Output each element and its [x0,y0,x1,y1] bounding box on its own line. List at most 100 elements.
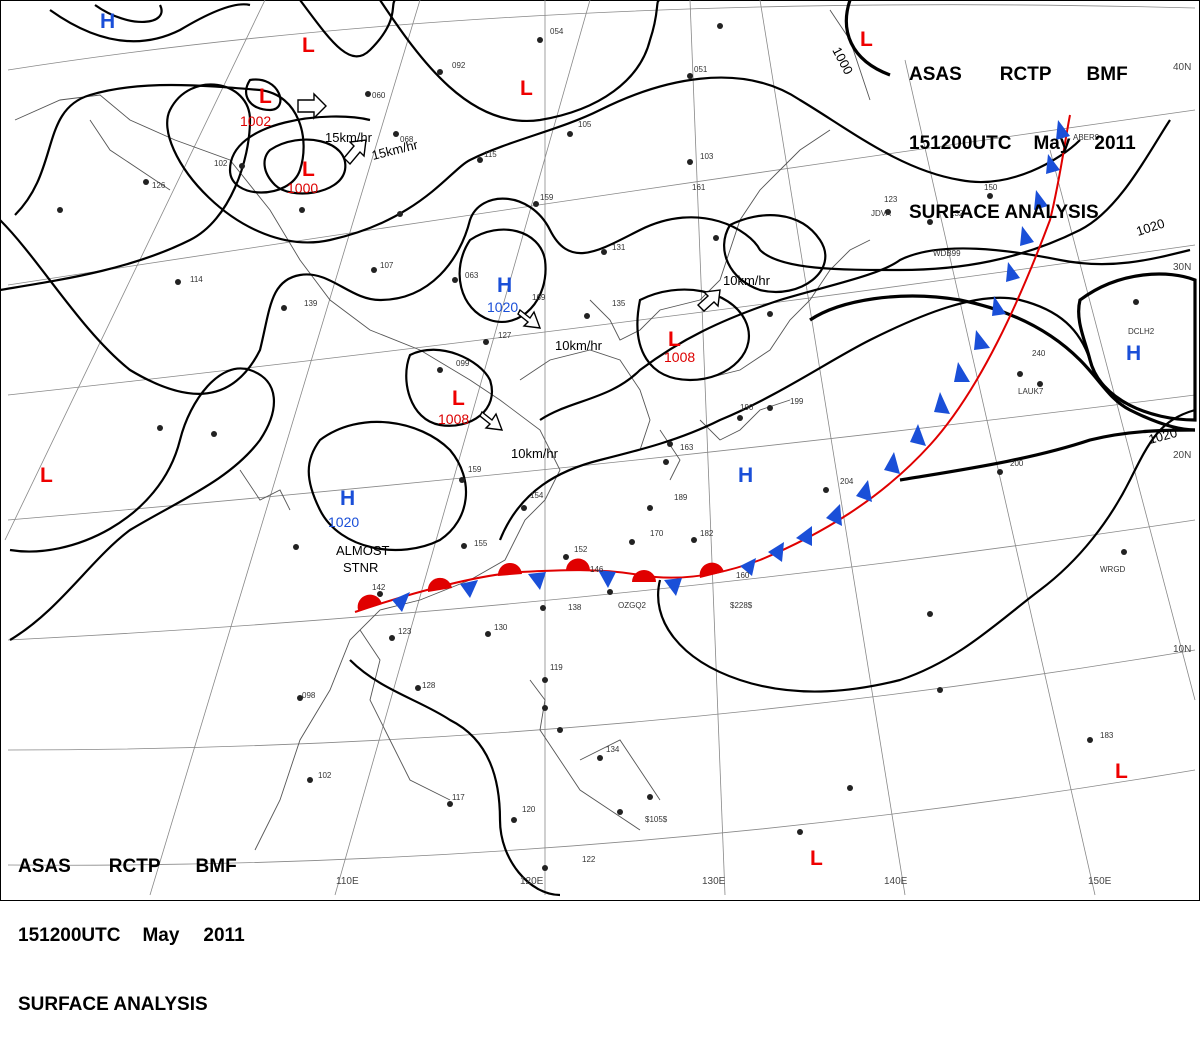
svg-text:150: 150 [984,183,998,192]
motion-labels: 15km/hr 15km/hr 10km/hr 10km/hr 10km/hr … [325,130,771,575]
svg-text:131: 131 [612,243,626,252]
low-center-label: L [520,77,533,100]
high-center-label: H [1126,342,1141,365]
svg-text:115: 115 [484,150,497,159]
station-dots [57,23,1139,871]
svg-text:102: 102 [214,159,228,168]
svg-text:159: 159 [540,193,554,202]
low-center-label: L [40,464,53,487]
svg-text:054: 054 [550,27,564,36]
graticule [4,0,1196,896]
svg-text:163: 163 [680,443,694,452]
svg-text:152: 152 [574,545,588,554]
svg-text:139: 139 [304,299,318,308]
svg-text:063: 063 [465,271,479,280]
svg-text:200: 200 [1010,459,1024,468]
station-ids: JDVA WDB99 ABER9 DCLH2 LAUK7 WRGD OZGQ2 … [618,133,1155,824]
svg-text:170: 170 [650,529,664,538]
svg-text:107: 107 [380,261,394,270]
svg-text:099: 099 [456,359,470,368]
svg-text:051: 051 [694,65,708,74]
svg-text:102: 102 [318,771,332,780]
station-id: JDVA [871,209,892,218]
motion-status-label: ALMOST [336,543,390,558]
low-center-label: L [302,34,315,57]
low-center-label: L [302,158,315,181]
front [354,114,1071,613]
low-center-label: L [668,328,681,351]
low-center-label: L [452,387,465,410]
lon-label-150e: 150E [1088,876,1112,887]
low-center-label: L [810,847,823,870]
pressure-value: 1008 [664,349,695,365]
warm-front-bumps [357,558,724,610]
svg-text:134: 134 [606,745,620,754]
lon-label-110e: 110E [336,876,359,887]
motion-speed-label: 10km/hr [511,446,559,461]
svg-text:127: 127 [498,331,512,340]
svg-text:199: 199 [790,397,804,406]
high-center-label: H [100,10,115,33]
title-line-1: ASAS RCTP BMF [909,64,1128,85]
graticule-labels: 110E 120E 130E 140E 150E 40N 30N 20N 10N [336,62,1191,887]
svg-text:098: 098 [302,691,316,700]
svg-text:142: 142 [372,583,386,592]
title-line-1: ASAS RCTP BMF [18,856,237,877]
svg-text:159: 159 [468,465,482,474]
svg-text:138: 138 [568,603,582,612]
svg-text:117: 117 [452,793,465,802]
title-line-3: SURFACE ANALYSIS [18,994,208,1015]
header-title-top: ASAS RCTP BMF 151200UTC May 2011 SURFACE ANA… [909,17,1136,247]
station-id: ABER9 [1073,133,1100,142]
header-title-bottom: ASAS RCTP BMF 151200UTC May 2011 SURFACE ANA… [18,809,245,1039]
svg-text:183: 183 [1100,731,1114,740]
svg-text:154: 154 [530,491,544,500]
high-center-label: H [340,487,355,510]
low-center-label: L [259,85,272,108]
svg-text:132: 132 [950,209,964,218]
pressure-value: 1020 [487,299,518,315]
low-center-label: L [860,28,873,51]
station-id: $228$ [730,601,753,610]
motion-speed-label: 10km/hr [723,273,771,288]
svg-text:204: 204 [840,477,854,486]
svg-text:190: 190 [740,403,754,412]
svg-text:169: 169 [532,293,546,302]
isobar-label: 1020 [1147,425,1179,447]
svg-text:160: 160 [736,571,750,580]
motion-speed-label: 15km/hr [325,130,373,145]
svg-text:060: 060 [372,91,386,100]
svg-text:126: 126 [152,181,166,190]
weather-map: 110E 120E 130E 140E 150E 40N 30N 20N 10N… [0,0,1200,901]
station-id: OZGQ2 [618,601,647,610]
low-center-label: L [1115,760,1128,783]
station-id: WRGD [1100,565,1126,574]
lat-label-20n: 20N [1173,450,1191,461]
station-id: DCLH2 [1128,327,1155,336]
cold-front-triangles [392,120,1070,612]
svg-text:105: 105 [578,120,592,129]
lon-label-140e: 140E [884,876,908,887]
motion-speed-label: 10km/hr [555,338,603,353]
pressure-value: 1000 [287,180,318,196]
svg-text:092: 092 [452,61,466,70]
high-center-label: H [497,274,512,297]
title-line-2: 151200UTC May 2011 [909,133,1136,154]
station-values: 054 092 060 068 115 105 051 103 161 159 … [152,27,1114,864]
svg-text:103: 103 [700,152,714,161]
motion-arrows [297,92,721,431]
svg-text:114: 114 [190,275,203,284]
station-id: LAUK7 [1018,387,1044,396]
lat-label-40n: 40N [1173,62,1191,73]
svg-text:155: 155 [474,539,488,548]
svg-text:122: 122 [582,855,596,864]
svg-text:135: 135 [612,299,626,308]
pressure-value: 1008 [438,411,469,427]
svg-text:146: 146 [590,565,604,574]
svg-text:128: 128 [422,681,436,690]
pressure-centers: H L L 1002 L 1000 L L H 1020 L 1008 L 10… [40,10,1141,870]
svg-text:119: 119 [550,663,563,672]
svg-text:189: 189 [674,493,688,502]
svg-text:068: 068 [400,135,414,144]
lon-label-130e: 130E [702,876,726,887]
